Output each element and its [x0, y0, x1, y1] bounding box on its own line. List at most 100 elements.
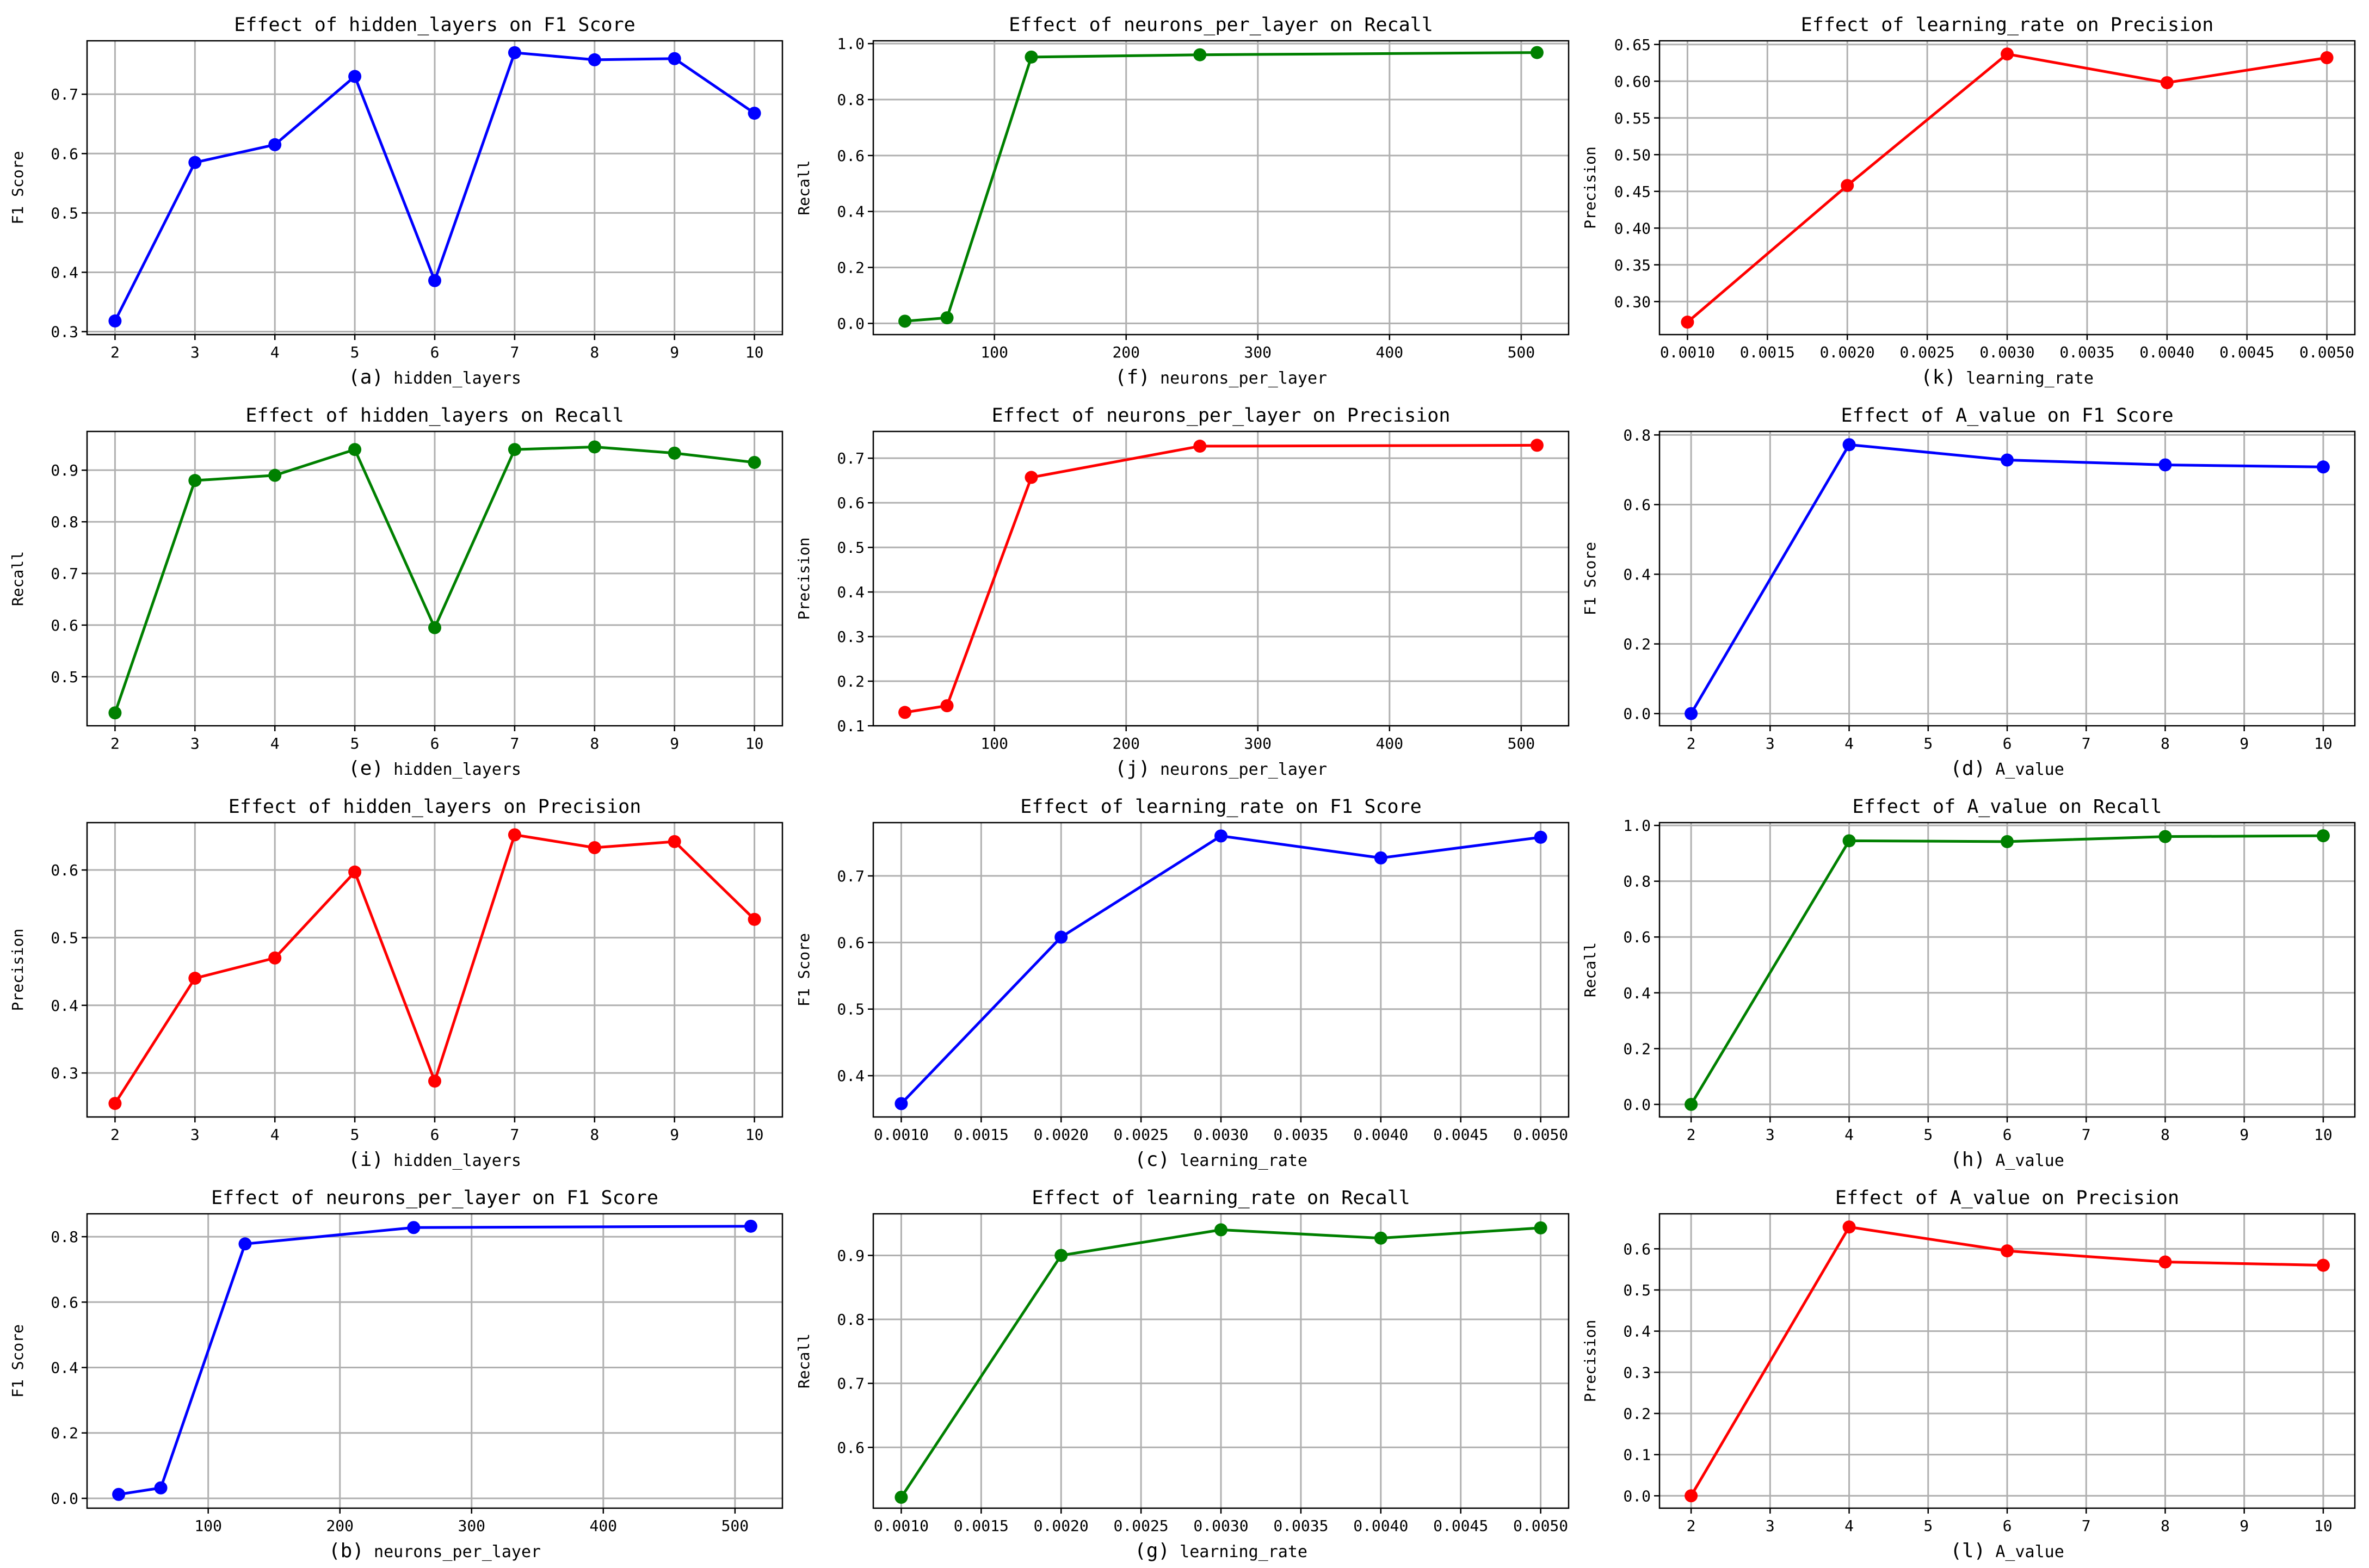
x-tick-label: 0.0040 [1353, 1126, 1408, 1144]
data-point [588, 53, 601, 66]
y-tick-label: 0.6 [1623, 1240, 1651, 1258]
x-axis-label-text: hidden_layers [384, 760, 521, 779]
x-tick-label: 5 [350, 343, 360, 361]
x-axis-label-text: neurons_per_layer [364, 1542, 541, 1561]
data-point [1193, 48, 1207, 61]
x-tick-label: 0.0015 [954, 1126, 1009, 1144]
data-point [2160, 76, 2174, 89]
x-axis-label: (b) neurons_per_layer [329, 1540, 541, 1562]
x-tick-label: 0.0045 [1433, 1517, 1488, 1535]
axes-frame [872, 1213, 1570, 1509]
data-point [2158, 1255, 2172, 1269]
data-point [268, 468, 282, 482]
y-tick-label: 0.4 [837, 583, 865, 601]
x-tick-label: 3 [190, 1126, 200, 1144]
data-point [1842, 1220, 1856, 1234]
subplot-title: Effect of hidden_layers on F1 Score [234, 14, 636, 36]
x-axis-label: (h) A_value [1950, 1149, 2064, 1171]
data-point [108, 706, 122, 720]
y-tick-label: 0.6 [1623, 928, 1651, 946]
y-tick-label: 0.40 [1614, 219, 1651, 237]
data-point [2320, 51, 2334, 65]
x-tick-label: 7 [2082, 1126, 2091, 1144]
data-point [1681, 316, 1694, 329]
x-tick-label: 10 [745, 734, 764, 752]
x-tick-label: 200 [1112, 734, 1140, 752]
y-tick-label: 0.5 [51, 929, 78, 947]
data-point [112, 1487, 126, 1501]
x-axis-label: (i) hidden_layers [348, 1149, 521, 1171]
axes-frame [86, 40, 784, 336]
x-tick-label: 2 [1687, 1126, 1696, 1144]
y-tick-label: 0.6 [837, 494, 865, 512]
y-tick-label: 0.4 [1623, 565, 1651, 583]
y-tick-label: 0.8 [837, 91, 865, 109]
x-axis-label-text: learning_rate [1956, 369, 2094, 388]
y-tick-label: 0.7 [51, 565, 78, 583]
subplot-title: Effect of neurons_per_layer on F1 Score [211, 1187, 658, 1209]
subplot-title: Effect of A_value on F1 Score [1841, 405, 2173, 427]
data-point [2001, 1244, 2014, 1258]
x-tick-label: 6 [2003, 1517, 2012, 1535]
y-tick-label: 0.7 [837, 1375, 865, 1393]
x-tick-label: 9 [2240, 1517, 2249, 1535]
data-point [1530, 46, 1544, 59]
x-tick-label: 4 [1844, 734, 1854, 752]
x-tick-label: 4 [270, 343, 280, 361]
y-tick-label: 0.9 [51, 461, 78, 479]
x-axis-label: (l) A_value [1950, 1540, 2064, 1562]
x-tick-label: 0.0045 [1433, 1126, 1488, 1144]
data-point [894, 1491, 908, 1504]
data-point [2316, 829, 2330, 843]
y-tick-label: 0.3 [1623, 1363, 1651, 1381]
y-tick-label: 0.5 [51, 668, 78, 686]
x-tick-label: 100 [194, 1517, 222, 1535]
x-tick-label: 0.0015 [954, 1517, 1009, 1535]
subplot-caption-letter: (e) [348, 757, 384, 780]
y-axis-label: Precision [795, 538, 813, 620]
x-tick-label: 0.0040 [1353, 1517, 1408, 1535]
axes-frame [872, 430, 1570, 727]
subplot-caption-letter: (a) [348, 366, 384, 388]
data-point [1841, 178, 1854, 192]
subplot-c: Effect of learning_rate on F1 Score 0.001… [795, 796, 1570, 1171]
data-point [1534, 830, 1547, 844]
data-point [940, 311, 954, 325]
y-tick-label: 0.60 [1614, 72, 1651, 90]
x-tick-label: 300 [458, 1517, 485, 1535]
y-tick-label: 0.5 [837, 539, 865, 557]
y-tick-label: 0.1 [837, 717, 865, 735]
subplot-j: Effect of neurons_per_layer on Precision… [795, 405, 1570, 780]
data-point [2158, 830, 2172, 843]
x-tick-label: 10 [745, 343, 764, 361]
y-tick-label: 0.7 [837, 867, 865, 885]
axes-frame [1658, 1213, 2356, 1509]
x-tick-label: 9 [670, 1126, 679, 1144]
x-tick-label: 0.0015 [1740, 343, 1795, 361]
subplot-h: Effect of A_value on Recall 2 3 4 5 6 7 8 9 10 0.0… [1581, 796, 2356, 1171]
data-point [428, 274, 441, 287]
x-axis-label: (f) neurons_per_layer [1115, 366, 1327, 388]
x-tick-label: 2 [110, 734, 120, 752]
y-tick-label: 0.0 [1623, 1487, 1651, 1505]
x-tick-label: 0.0025 [1114, 1517, 1169, 1535]
y-tick-label: 1.0 [1623, 817, 1651, 835]
data-point [188, 474, 202, 487]
y-tick-label: 0.2 [837, 672, 865, 690]
data-point [588, 841, 601, 855]
data-point [588, 440, 601, 454]
subplot-title: Effect of learning_rate on Recall [1032, 1187, 1410, 1209]
y-tick-label: 0.30 [1614, 293, 1651, 311]
x-tick-label: 0.0050 [2299, 343, 2354, 361]
data-point [2001, 453, 2014, 467]
y-tick-label: 1.0 [837, 35, 865, 53]
x-axis-label-text: learning_rate [1170, 1542, 1307, 1561]
data-point [1530, 439, 1544, 452]
x-axis-label-text: hidden_layers [384, 369, 521, 388]
subplot-caption-letter: (d) [1950, 757, 1985, 780]
y-tick-label: 0.1 [1623, 1446, 1651, 1464]
x-tick-label: 10 [2314, 1126, 2333, 1144]
y-tick-label: 0.2 [1623, 1040, 1651, 1058]
data-point [898, 314, 912, 328]
y-axis-label: Precision [1581, 1320, 1599, 1403]
